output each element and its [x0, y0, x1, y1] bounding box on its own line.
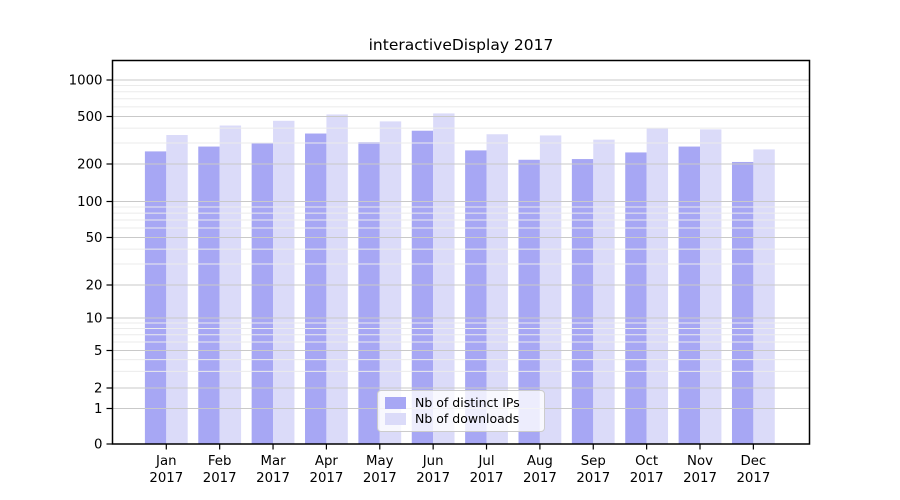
x-tick-label-month-aug: Aug — [527, 454, 553, 469]
plot-border — [111, 59, 811, 445]
y-tick-label-200: 200 — [77, 158, 102, 173]
bar-mar-downloads — [273, 120, 295, 445]
bar-jul-distinct-ips — [465, 150, 487, 445]
bar-dec-downloads — [753, 149, 775, 444]
y-tick-label-50: 50 — [86, 231, 103, 246]
x-tick-label-month-nov: Nov — [687, 454, 713, 469]
x-tick-label-year-oct: 2017 — [630, 471, 664, 486]
x-tick-label-month-jun: Jun — [422, 454, 444, 469]
legend-item-downloads: Nb of downloads — [385, 410, 536, 426]
y-tick-label-500: 500 — [77, 110, 102, 125]
bar-jun-distinct-ips — [411, 130, 434, 444]
x-tick-label-year-dec: 2017 — [736, 471, 770, 486]
x-tick-label-month-sep: Sep — [581, 454, 606, 469]
bar-oct-downloads — [646, 128, 669, 445]
legend-item-distinct-ips: Nb of distinct IPs — [385, 394, 536, 410]
y-tick-label-2: 2 — [94, 382, 102, 397]
bar-dec-distinct-ips — [731, 161, 754, 444]
y-tick-label-1000: 1000 — [69, 74, 103, 89]
bar-nov-downloads — [700, 129, 722, 444]
x-tick-label-month-jul: Jul — [477, 454, 494, 469]
bar-sep-distinct-ips — [571, 159, 594, 444]
bar-jul-downloads — [486, 134, 508, 444]
bar-feb-distinct-ips — [198, 146, 220, 444]
x-tick-label-month-dec: Dec — [741, 454, 767, 469]
x-tick-label-year-mar: 2017 — [256, 471, 290, 486]
bar-may-downloads — [379, 121, 402, 445]
legend-swatch-downloads — [385, 413, 406, 425]
x-tick-label-year-jan: 2017 — [149, 471, 183, 486]
bar-sep-downloads — [593, 139, 615, 445]
bar-aug-distinct-ips — [518, 159, 540, 444]
x-tick-label-year-feb: 2017 — [203, 471, 237, 486]
x-tick-label-month-feb: Feb — [208, 454, 232, 469]
bar-mar-distinct-ips — [251, 142, 274, 445]
bar-aug-downloads — [539, 135, 562, 444]
bar-oct-distinct-ips — [625, 152, 647, 444]
x-tick-label-year-nov: 2017 — [683, 471, 717, 486]
legend-swatch-distinct-ips — [385, 397, 406, 409]
y-tick-label-0: 0 — [94, 438, 102, 453]
bar-may-distinct-ips — [358, 142, 380, 445]
legend: Nb of distinct IPs Nb of downloads — [377, 390, 545, 432]
x-tick-label-month-apr: Apr — [315, 454, 339, 469]
chart-title: interactiveDisplay 2017 — [368, 36, 554, 54]
x-tick-label-year-sep: 2017 — [576, 471, 610, 486]
bar-apr-downloads — [326, 114, 348, 445]
y-tick-label-5: 5 — [94, 344, 102, 359]
x-tick-label-year-aug: 2017 — [523, 471, 557, 486]
y-tick-label-20: 20 — [86, 279, 103, 294]
legend-label-distinct-ips: Nb of distinct IPs — [415, 394, 520, 410]
y-tick-label-1: 1 — [94, 402, 102, 417]
y-tick-label-100: 100 — [77, 195, 102, 210]
bar-jan-downloads — [166, 134, 188, 445]
x-tick-label-year-jul: 2017 — [470, 471, 504, 486]
bar-jun-downloads — [433, 113, 455, 445]
x-tick-label-month-jan: Jan — [155, 454, 177, 469]
bar-nov-distinct-ips — [678, 146, 700, 444]
bar-jan-distinct-ips — [144, 151, 167, 444]
x-tick-label-year-jun: 2017 — [416, 471, 450, 486]
legend-label-downloads: Nb of downloads — [415, 410, 520, 426]
x-tick-label-year-apr: 2017 — [309, 471, 343, 486]
x-tick-label-month-may: May — [366, 454, 394, 469]
bar-apr-distinct-ips — [305, 133, 327, 444]
y-tick-label-10: 10 — [86, 312, 103, 327]
x-tick-label-month-mar: Mar — [260, 454, 286, 469]
x-tick-label-year-may: 2017 — [363, 471, 397, 486]
x-tick-label-month-oct: Oct — [635, 454, 658, 469]
